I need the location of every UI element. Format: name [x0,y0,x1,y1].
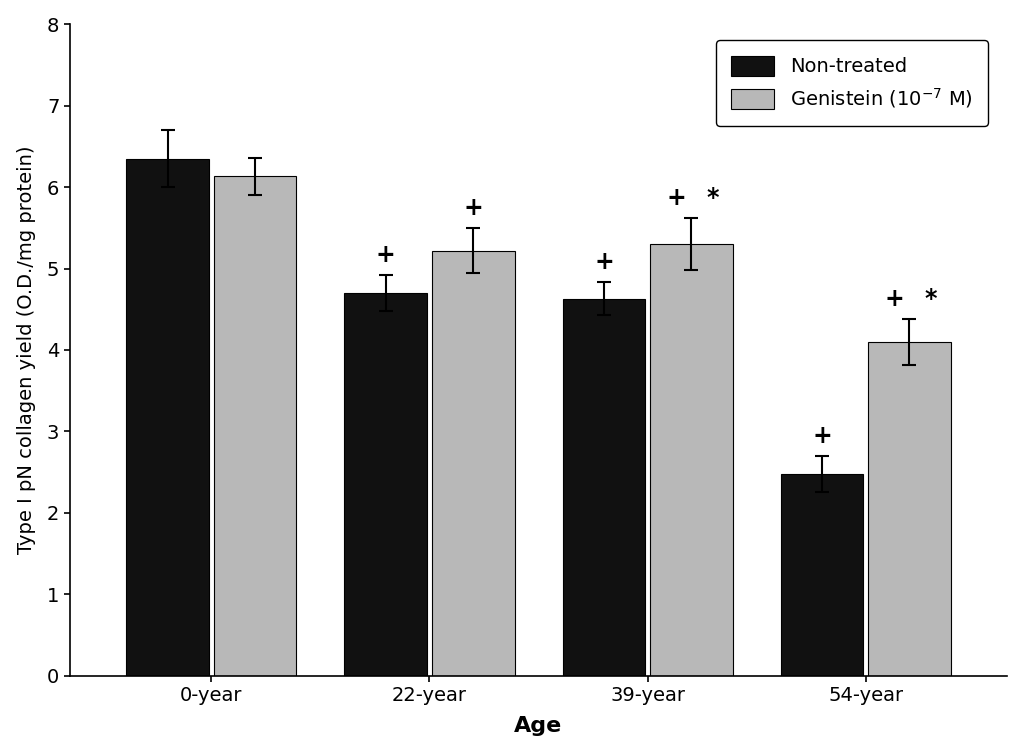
Bar [126,159,209,675]
Bar [344,293,427,675]
Bar [780,474,863,675]
Bar [649,244,732,675]
Text: +: + [376,243,395,267]
Legend: Non-treated, Genistein (10$^{-7}$ M): Non-treated, Genistein (10$^{-7}$ M) [716,41,988,126]
Y-axis label: Type I pN collagen yield (O.D./mg protein): Type I pN collagen yield (O.D./mg protei… [16,146,36,554]
Text: *: * [707,186,719,210]
Text: +: + [884,287,904,311]
Bar [562,299,645,675]
Text: *: * [925,287,937,311]
Text: +: + [463,196,483,220]
Text: +: + [666,186,686,210]
X-axis label: Age: Age [514,716,562,736]
Bar [214,176,297,675]
Bar [432,251,514,675]
Text: +: + [812,424,831,448]
Text: +: + [594,250,613,274]
Bar [867,342,950,675]
